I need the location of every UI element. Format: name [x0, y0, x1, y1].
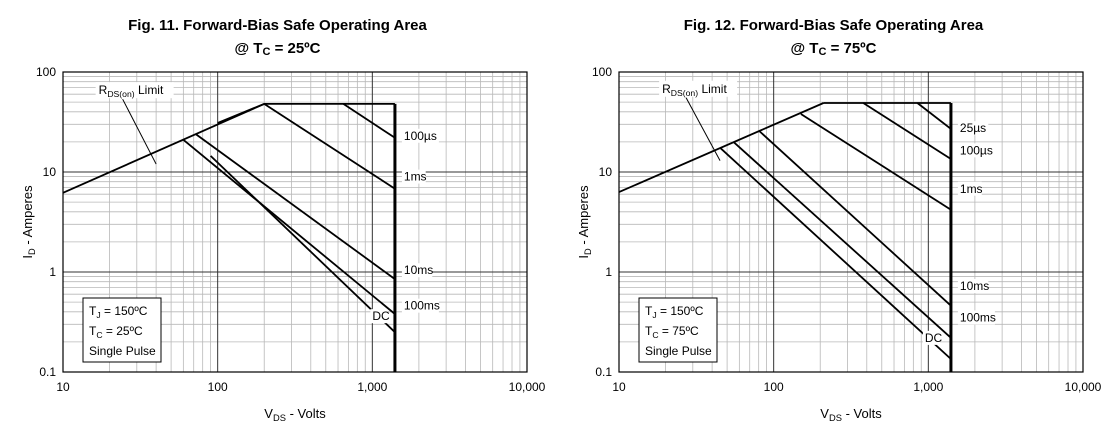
condition-text: TJ = 150ºC	[89, 304, 148, 320]
series-label: 10ms	[404, 263, 433, 277]
series-label: DC	[925, 331, 943, 345]
label-background	[957, 143, 995, 158]
condition-text: TJ = 150ºC	[645, 304, 704, 320]
rds-on-limit-line	[62, 103, 265, 194]
label-background	[957, 121, 989, 136]
y-tick-label: 10	[43, 165, 57, 179]
series-line-100s	[342, 103, 396, 139]
series-label: 100µs	[404, 129, 437, 143]
label-background	[95, 82, 174, 99]
series-line-100ms	[732, 141, 952, 339]
series-label: 100ms	[960, 310, 996, 324]
series-group	[62, 102, 396, 333]
y-tick-label: 1	[605, 265, 612, 279]
chart-subtitle: @ TC = 25ºC	[234, 40, 321, 58]
x-axis-label: VDS - Volts	[820, 406, 882, 423]
series-label: 1ms	[404, 170, 427, 184]
label-background	[401, 128, 439, 143]
plot-frame	[618, 71, 1084, 373]
x-axis-label: VDS - Volts	[264, 406, 326, 423]
x-tick-label: 10,000	[509, 380, 546, 394]
series-line-10ms	[195, 133, 396, 280]
series-label: 100ms	[404, 299, 440, 313]
figure-12: Fig. 12. Forward-Bias Safe Operating Are…	[556, 0, 1111, 433]
chart-title: Fig. 12. Forward-Bias Safe Operating Are…	[683, 17, 984, 34]
condition-text: TC = 25ºC	[89, 324, 143, 340]
series-label: 10ms	[960, 279, 989, 293]
conditions-box	[82, 297, 162, 363]
condition-text: TC = 75ºC	[645, 324, 699, 340]
series-line-dc	[209, 155, 396, 333]
y-tick-label: 1	[49, 265, 56, 279]
rds-on-label: RDS(on) Limit	[662, 82, 727, 98]
series-line-1ms	[217, 102, 396, 190]
y-tick-label: 100	[592, 65, 612, 79]
chart-subtitle: @ TC = 75ºC	[790, 40, 877, 58]
series-line-1ms	[800, 113, 952, 211]
label-background	[401, 263, 433, 278]
rds-pointer-line	[685, 97, 721, 161]
chart-title: Fig. 11. Forward-Bias Safe Operating Are…	[128, 17, 427, 34]
y-axis-label: ID - Amperes	[576, 185, 593, 259]
condition-text: Single Pulse	[89, 344, 156, 358]
series-line-dc	[719, 147, 952, 360]
label-background	[401, 298, 439, 313]
x-tick-label: 10	[612, 380, 626, 394]
label-background	[401, 169, 426, 184]
condition-text: Single Pulse	[645, 344, 712, 358]
series-line-100s	[862, 102, 952, 160]
label-background	[922, 330, 941, 345]
x-tick-label: 100	[764, 380, 784, 394]
series-line-25s	[916, 102, 952, 130]
rds-on-limit-line	[618, 102, 824, 193]
series-label: DC	[372, 309, 390, 323]
rds-pointer-line	[122, 98, 157, 165]
x-tick-label: 1,000	[357, 380, 387, 394]
y-axis-label: ID - Amperes	[20, 185, 37, 259]
series-line-10ms	[758, 129, 952, 307]
y-tick-label: 0.1	[39, 365, 56, 379]
label-background	[659, 80, 738, 97]
x-tick-label: 10	[56, 380, 70, 394]
y-tick-label: 100	[36, 65, 56, 79]
rds-on-label: RDS(on) Limit	[99, 83, 164, 99]
y-tick-label: 10	[599, 165, 613, 179]
conditions-box	[638, 297, 718, 363]
series-label: 100µs	[960, 143, 993, 157]
soa-plot: 10 100 1,000 10,000 0.1 1 10 100 VDS - Volts ID -…	[576, 65, 1102, 423]
y-tick-label: 0.1	[595, 365, 612, 379]
label-background	[370, 309, 388, 324]
label-background	[957, 310, 995, 325]
series-label: 1ms	[960, 182, 983, 196]
series-line-100ms	[182, 139, 396, 315]
plot-frame	[62, 71, 528, 373]
label-background	[957, 279, 989, 294]
series-label: 25µs	[960, 121, 986, 135]
label-background	[957, 181, 982, 196]
soa-plot: 10 100 1,000 10,000 0.1 1 10 100 VDS - Volts ID -…	[20, 65, 546, 423]
series-group	[618, 102, 952, 360]
x-tick-label: 100	[208, 380, 228, 394]
x-tick-label: 1,000	[913, 380, 943, 394]
x-tick-label: 10,000	[1065, 380, 1102, 394]
figure-11: Fig. 11. Forward-Bias Safe Operating Are…	[0, 0, 555, 433]
